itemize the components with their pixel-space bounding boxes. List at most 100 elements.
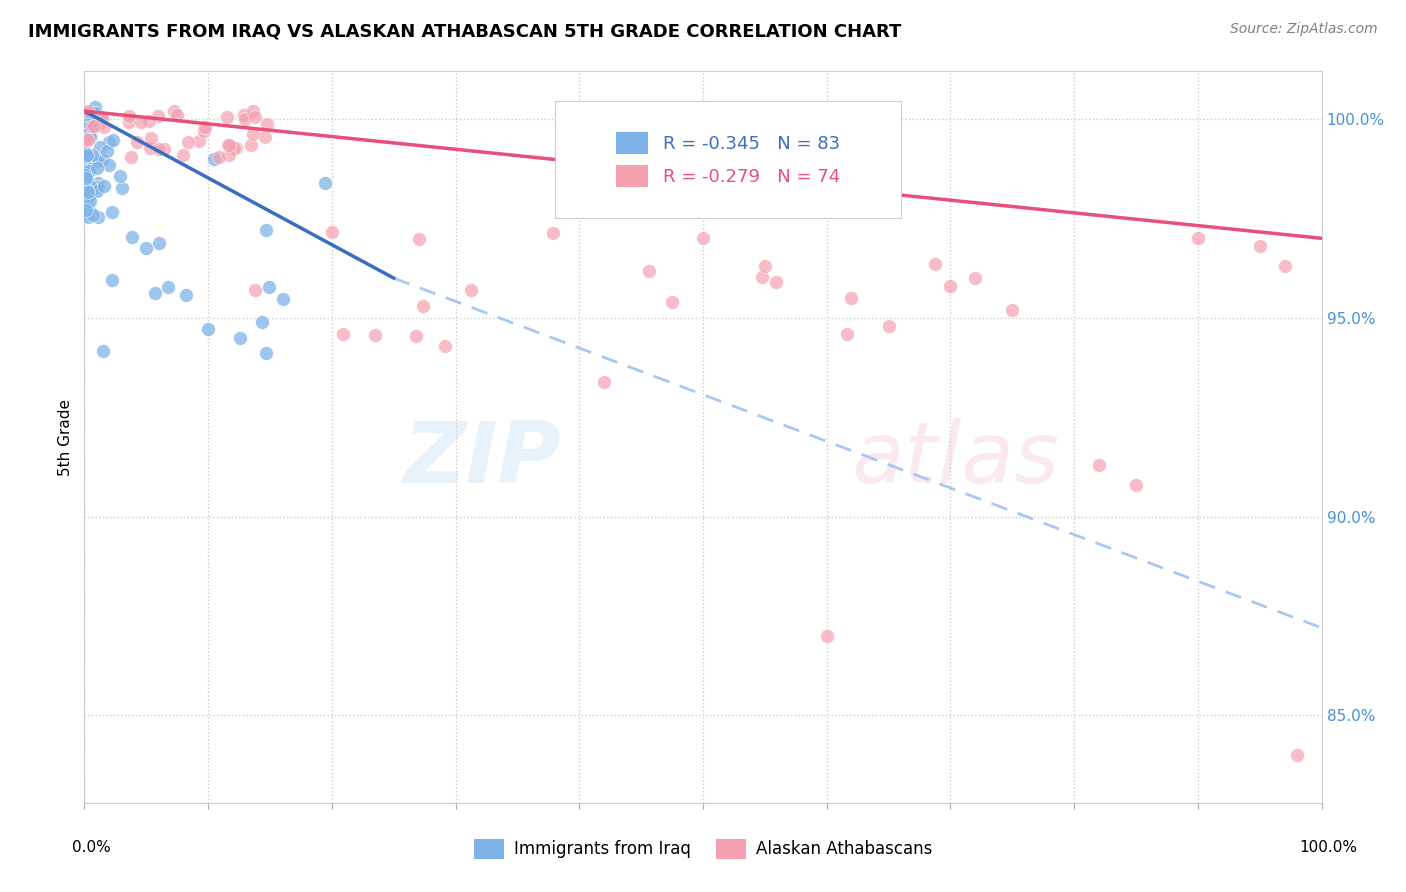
Point — [163, 104, 186, 119]
Point — [146, 109, 169, 123]
Point — [79, 124, 101, 138]
Point — [75, 171, 97, 186]
Point — [924, 257, 946, 271]
Point — [83, 112, 105, 127]
Point — [754, 259, 776, 273]
Point — [75, 200, 97, 214]
Point — [332, 326, 354, 341]
Point — [202, 152, 225, 166]
Point — [751, 270, 773, 285]
Point — [86, 105, 108, 120]
Point — [135, 241, 157, 255]
Point — [541, 226, 564, 240]
Point — [139, 131, 162, 145]
Point — [321, 225, 343, 239]
Point — [1125, 477, 1147, 491]
Point — [90, 112, 112, 126]
Point — [82, 180, 104, 194]
Point — [93, 120, 115, 134]
Point — [77, 187, 100, 202]
Point — [153, 142, 176, 156]
Point — [257, 280, 280, 294]
Point — [218, 137, 240, 152]
Y-axis label: 5th Grade: 5th Grade — [58, 399, 73, 475]
Point — [77, 174, 100, 188]
Point — [76, 108, 98, 122]
Point — [89, 115, 111, 129]
Point — [121, 230, 143, 244]
Point — [118, 109, 141, 123]
Point — [87, 210, 110, 224]
Point — [157, 280, 180, 294]
Point — [76, 111, 98, 125]
Point — [412, 299, 434, 313]
Point — [98, 136, 121, 150]
Point — [79, 112, 101, 126]
Point — [233, 108, 256, 122]
Point — [138, 114, 160, 128]
Point — [765, 275, 787, 289]
Point — [148, 235, 170, 250]
Text: ZIP: ZIP — [404, 417, 561, 500]
Point — [225, 141, 247, 155]
Point — [77, 132, 100, 146]
Point — [661, 294, 683, 309]
Point — [82, 208, 104, 222]
Point — [129, 115, 152, 129]
Point — [83, 119, 105, 133]
Point — [77, 189, 100, 203]
Point — [630, 187, 652, 202]
Point — [83, 100, 105, 114]
Point — [79, 179, 101, 194]
Point — [91, 343, 114, 358]
Point — [86, 184, 108, 198]
Point — [638, 182, 661, 196]
Point — [364, 327, 387, 342]
Point — [1187, 231, 1209, 245]
Point — [1285, 748, 1308, 763]
Point — [835, 326, 858, 341]
Point — [80, 151, 103, 165]
Point — [89, 140, 111, 154]
Point — [253, 129, 276, 144]
Point — [108, 169, 131, 184]
Point — [433, 339, 456, 353]
Point — [1088, 458, 1111, 472]
Point — [77, 103, 100, 118]
Point — [638, 264, 661, 278]
Point — [73, 106, 96, 120]
Point — [208, 150, 231, 164]
Point — [841, 291, 863, 305]
Point — [939, 279, 962, 293]
Point — [86, 154, 108, 169]
Text: 100.0%: 100.0% — [1299, 840, 1358, 855]
Point — [77, 210, 100, 224]
Point — [75, 164, 97, 178]
Point — [143, 285, 166, 300]
Point — [405, 328, 427, 343]
Point — [75, 132, 97, 146]
Text: IMMIGRANTS FROM IRAQ VS ALASKAN ATHABASCAN 5TH GRADE CORRELATION CHART: IMMIGRANTS FROM IRAQ VS ALASKAN ATHABASC… — [28, 22, 901, 40]
Point — [82, 147, 104, 161]
Text: Source: ZipAtlas.com: Source: ZipAtlas.com — [1230, 22, 1378, 37]
Point — [177, 135, 200, 149]
Point — [127, 135, 149, 149]
Point — [1249, 239, 1271, 253]
Point — [243, 110, 266, 124]
Point — [75, 115, 97, 129]
Point — [172, 148, 194, 162]
Point — [73, 182, 96, 196]
Point — [965, 271, 987, 285]
Point — [75, 177, 97, 191]
Point — [79, 204, 101, 219]
Point — [254, 346, 277, 360]
Point — [229, 331, 252, 345]
Point — [80, 109, 103, 123]
Point — [193, 124, 215, 138]
Point — [76, 148, 98, 162]
Point — [215, 110, 238, 124]
Point — [243, 283, 266, 297]
Legend: Immigrants from Iraq, Alaskan Athabascans: Immigrants from Iraq, Alaskan Athabascan… — [467, 832, 939, 866]
Point — [79, 194, 101, 208]
Point — [82, 120, 104, 135]
